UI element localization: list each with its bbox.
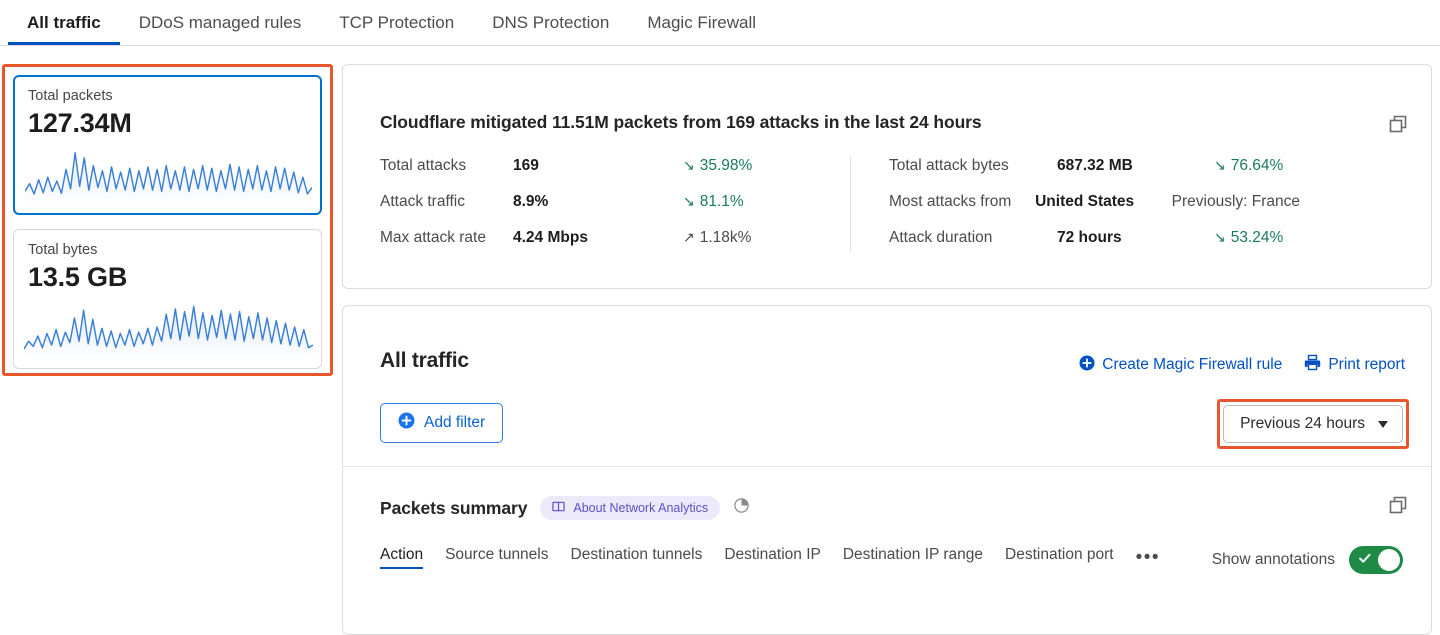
metric-card-total-packets[interactable]: Total packets 127.34M [13, 75, 322, 215]
tab-tcp-protection[interactable]: TCP Protection [320, 0, 473, 45]
main-tabbar: All traffic DDoS managed rules TCP Prote… [0, 0, 1440, 46]
time-range-dropdown[interactable]: Previous 24 hours [1223, 405, 1403, 443]
attack-summary-panel: Cloudflare mitigated 11.51M packets from… [342, 64, 1432, 289]
plus-circle-icon [1079, 355, 1095, 376]
tab-label: TCP Protection [339, 12, 455, 32]
stat-name: Total attacks [380, 157, 467, 174]
stat-row: Attack duration 72 hours ↘ 53.24% [889, 229, 1300, 251]
stat-name: Total attack bytes [889, 157, 1009, 174]
metric-card-value: 13.5 GB [28, 262, 128, 292]
stat-delta-value: 53.24% [1230, 229, 1284, 246]
sub-tab-destination-ip[interactable]: Destination IP [724, 546, 821, 563]
stat-delta-value: 1.18k% [699, 229, 752, 246]
tab-dns-protection[interactable]: DNS Protection [473, 0, 628, 45]
summary-stats-right-column: Total attack bytes 687.32 MB ↘ 76.64% Mos… [850, 157, 1300, 251]
dimension-tabs: Action Source tunnels Destination tunnel… [380, 546, 1160, 569]
create-magic-firewall-rule-label: Create Magic Firewall rule [1102, 356, 1283, 373]
about-pill-label: About Network Analytics [573, 501, 709, 515]
stat-name: Most attacks from [889, 193, 1012, 210]
total-bytes-sparkline [24, 298, 313, 360]
metric-cards-highlight-annotation: Total packets 127.34M Total bytes 13.5 G… [2, 64, 333, 376]
stat-row: Total attack bytes 687.32 MB ↘ 76.64% [889, 157, 1300, 179]
stat-delta: ↘ 53.24% [1214, 229, 1283, 247]
stat-delta: ↘ 35.98% [683, 157, 752, 175]
time-range-highlight-annotation: Previous 24 hours [1217, 399, 1409, 449]
tab-ddos-managed-rules[interactable]: DDoS managed rules [120, 0, 321, 45]
copy-icon[interactable] [1389, 115, 1409, 140]
print-report-label: Print report [1328, 356, 1405, 373]
tab-all-traffic[interactable]: All traffic [8, 0, 120, 45]
stat-delta: ↗ 1.18k% [683, 229, 751, 247]
stat-value: United States [1035, 193, 1135, 210]
stat-delta-value: Previously: France [1171, 193, 1300, 210]
trend-down-icon: ↘ [683, 193, 695, 209]
stat-delta-value: 76.64% [1230, 157, 1284, 174]
book-icon [552, 500, 566, 516]
packets-summary-header: Packets summary About Network Analytics [380, 496, 750, 520]
sub-tab-action[interactable]: Action [380, 546, 424, 569]
plus-circle-icon [398, 412, 415, 434]
stat-row: Max attack rate 4.24 Mbps ↗ 1.18k% [380, 229, 850, 251]
stat-delta: ↘ 81.1% [683, 193, 744, 211]
panel-divider [343, 466, 1431, 467]
panel-title: All traffic [380, 349, 469, 372]
stat-delta-value: 81.1% [699, 193, 744, 210]
stat-name: Max attack rate [380, 229, 486, 246]
sub-tab-destination-ip-range[interactable]: Destination IP range [842, 546, 984, 563]
panel-actions: Create Magic Firewall rule Print report [1079, 354, 1405, 376]
metric-card-label: Total bytes [28, 242, 98, 258]
create-magic-firewall-rule-button[interactable]: Create Magic Firewall rule [1079, 354, 1282, 376]
all-traffic-panel: All traffic Create Magic Firewall rule [342, 305, 1432, 635]
stat-value: 687.32 MB [1057, 157, 1133, 174]
stat-value: 169 [513, 157, 539, 174]
add-filter-label: Add filter [424, 414, 486, 431]
copy-icon[interactable] [1389, 496, 1409, 521]
sub-tab-destination-port[interactable]: Destination port [1005, 546, 1114, 563]
show-annotations-control: Show annotations [1212, 546, 1403, 574]
toggle-knob [1378, 549, 1400, 571]
trend-down-icon: ↘ [683, 157, 695, 173]
tab-label: DDoS managed rules [138, 12, 302, 32]
total-packets-sparkline [25, 143, 312, 205]
metric-card-value: 127.34M [28, 108, 132, 138]
stat-name: Attack duration [889, 229, 993, 246]
sub-tab-destination-tunnels[interactable]: Destination tunnels [570, 546, 703, 563]
stat-delta-value: 35.98% [699, 157, 753, 174]
show-annotations-label: Show annotations [1211, 551, 1335, 568]
printer-icon [1304, 354, 1321, 376]
stat-row: Most attacks from United States Previous… [889, 193, 1300, 215]
more-dimensions-button[interactable]: ••• [1135, 546, 1161, 568]
chevron-down-icon [1378, 420, 1388, 428]
stat-value: 4.24 Mbps [513, 229, 588, 246]
metric-card-label: Total packets [28, 88, 113, 104]
stat-delta: ↘ 76.64% [1214, 157, 1283, 175]
tab-label: DNS Protection [492, 12, 610, 32]
stat-name: Attack traffic [380, 193, 465, 210]
stat-row: Total attacks 169 ↘ 35.98% [380, 157, 850, 179]
tab-label: All traffic [27, 12, 101, 32]
metric-card-total-bytes[interactable]: Total bytes 13.5 GB [13, 229, 322, 369]
show-annotations-toggle[interactable] [1349, 546, 1403, 574]
check-icon [1358, 551, 1372, 570]
about-network-analytics-pill[interactable]: About Network Analytics [540, 496, 721, 520]
print-report-button[interactable]: Print report [1304, 354, 1405, 376]
time-range-label: Previous 24 hours [1240, 415, 1365, 432]
trend-down-icon: ↘ [1214, 157, 1226, 173]
stat-delta: Previously: France [1172, 193, 1300, 211]
add-filter-button[interactable]: Add filter [380, 403, 504, 443]
summary-stats: Total attacks 169 ↘ 35.98% Attack traffic… [380, 157, 1407, 251]
summary-stats-left-column: Total attacks 169 ↘ 35.98% Attack traffic… [380, 157, 850, 251]
tab-label: Magic Firewall [647, 12, 756, 32]
summary-headline: Cloudflare mitigated 11.51M packets from… [380, 112, 982, 132]
packets-summary-title: Packets summary [380, 497, 528, 518]
tab-magic-firewall[interactable]: Magic Firewall [628, 0, 775, 45]
trend-down-icon: ↘ [1214, 229, 1226, 245]
stat-value: 8.9% [513, 193, 549, 210]
trend-up-icon: ↗ [683, 229, 695, 245]
sub-tab-source-tunnels[interactable]: Source tunnels [445, 546, 549, 563]
pie-clock-icon[interactable] [733, 497, 750, 519]
stat-value: 72 hours [1057, 229, 1122, 246]
stat-row: Attack traffic 8.9% ↘ 81.1% [380, 193, 850, 215]
